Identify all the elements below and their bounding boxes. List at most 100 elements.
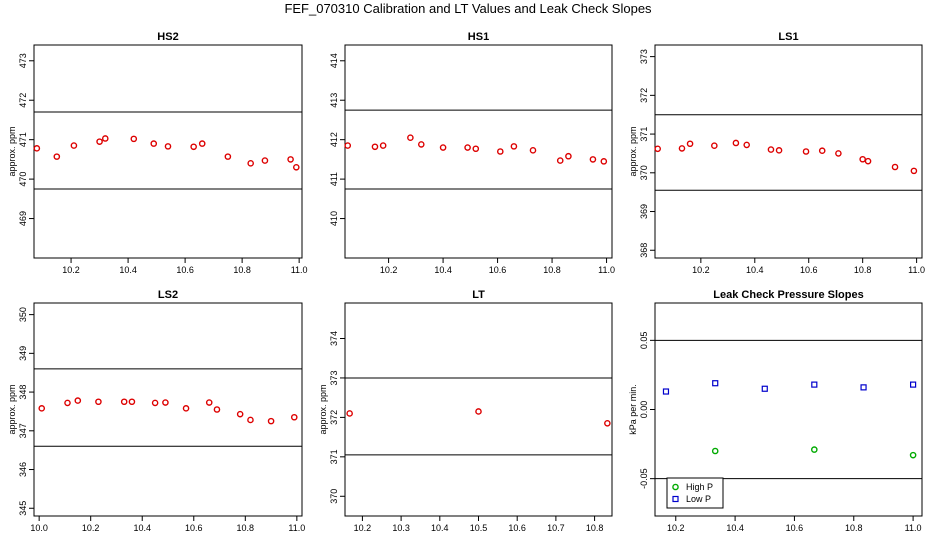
- data-point: [712, 380, 719, 387]
- y-axis-label: kPa per min.: [628, 384, 638, 435]
- data-point: [864, 157, 872, 165]
- x-tick-label: 10.4: [119, 265, 137, 275]
- data-point: [835, 150, 842, 157]
- data-point: [565, 152, 572, 160]
- y-tick-label: 372: [329, 410, 339, 425]
- plot-frame: [33, 302, 303, 517]
- data-point: [732, 139, 740, 147]
- legend: High P Low P: [666, 477, 724, 509]
- x-tick-label: 10.8: [233, 265, 251, 275]
- data-point: [33, 145, 41, 152]
- y-tick-label: 373: [639, 49, 649, 64]
- data-point: [600, 158, 608, 165]
- data-point: [802, 148, 810, 155]
- legend-marker: [672, 495, 679, 503]
- data-point: [767, 146, 775, 153]
- x-tick-label: 10.2: [692, 265, 710, 275]
- data-point: [224, 153, 232, 160]
- panel-title: LS2: [158, 289, 178, 301]
- x-tick-label: 10.4: [726, 523, 744, 533]
- data-point: [164, 143, 172, 150]
- data-point: [198, 140, 206, 147]
- data-point: [267, 417, 275, 425]
- x-tick-label: 10.7: [547, 523, 565, 533]
- x-tick-label: 11.0: [908, 265, 925, 275]
- x-tick-label: 10.2: [62, 265, 80, 275]
- y-tick-label: 350: [18, 307, 28, 322]
- data-point: [910, 167, 918, 175]
- x-tick-label: 10.8: [543, 265, 561, 275]
- data-point: [439, 144, 447, 151]
- x-tick-label: 10.8: [237, 523, 255, 533]
- y-tick-label: 472: [18, 93, 28, 108]
- data-point: [292, 163, 300, 171]
- legend-label: Low P: [686, 494, 711, 504]
- data-point: [120, 398, 128, 406]
- y-tick-label: 372: [639, 88, 649, 103]
- x-tick-label: 10.2: [354, 523, 372, 533]
- data-point: [761, 385, 768, 392]
- x-tick-label: 10.6: [800, 265, 818, 275]
- data-point: [678, 145, 686, 152]
- data-point: [589, 156, 597, 163]
- data-point: [247, 160, 254, 167]
- data-point: [74, 397, 82, 404]
- data-point: [162, 399, 169, 406]
- y-tick-label: 345: [18, 501, 28, 516]
- data-point: [743, 141, 750, 149]
- y-tick-label: 413: [329, 93, 339, 108]
- data-point: [686, 140, 694, 148]
- x-tick-label: 10.4: [746, 265, 764, 275]
- legend-box: [666, 477, 724, 509]
- y-axis-label: approx. ppm: [318, 384, 328, 434]
- data-point: [344, 142, 352, 149]
- data-point: [604, 420, 611, 427]
- y-tick-label: 0.05: [639, 332, 649, 350]
- chart-panel-ls2: LS2 10.0 10.2 10.4 10.6 10.8 11.0 345 346 347 348 3…: [7, 289, 305, 533]
- panel-title: LS1: [778, 31, 798, 43]
- data-point: [128, 398, 136, 406]
- x-tick-label: 10.8: [845, 523, 863, 533]
- x-tick-label: 10.6: [185, 523, 203, 533]
- x-tick-label: 10.4: [431, 523, 449, 533]
- series-0: [711, 446, 917, 459]
- x-tick-label: 10.6: [508, 523, 526, 533]
- data-point: [909, 381, 917, 388]
- x-tick-label: 10.5: [470, 523, 488, 533]
- data-point: [64, 399, 71, 407]
- panel-title: Leak Check Pressure Slopes: [713, 289, 863, 301]
- data-point: [662, 388, 670, 395]
- y-tick-label: 410: [329, 211, 339, 226]
- x-tick-label: 11.0: [598, 265, 615, 275]
- y-tick-label: 348: [18, 385, 28, 400]
- plot-frame: [654, 44, 923, 259]
- data-point: [811, 381, 818, 388]
- x-tick-label: 10.0: [30, 523, 48, 533]
- data-point: [859, 155, 866, 163]
- x-tick-label: 10.6: [489, 265, 507, 275]
- y-tick-label: 373: [329, 370, 339, 385]
- data-point: [475, 408, 482, 415]
- y-axis-label: approx. ppm: [628, 126, 638, 176]
- y-tick-label: 412: [329, 132, 339, 147]
- data-point: [775, 147, 783, 154]
- chart-panel-hs2: HS2 10.2 10.4 10.6 10.8 11.0 469 470 471 472 473 ap…: [7, 31, 308, 275]
- series-0: [346, 408, 611, 427]
- y-tick-label: 473: [18, 53, 28, 68]
- y-tick-label: 411: [329, 172, 339, 186]
- data-point: [496, 148, 504, 155]
- x-tick-label: 10.2: [380, 265, 398, 275]
- data-point: [417, 141, 425, 148]
- plot-frame: [344, 44, 613, 259]
- legend-marker: [672, 483, 679, 491]
- data-point: [654, 145, 661, 153]
- x-tick-label: 10.6: [176, 265, 194, 275]
- data-point: [287, 156, 294, 163]
- data-point: [130, 135, 138, 143]
- data-point: [205, 399, 213, 406]
- y-tick-label: 414: [329, 53, 339, 68]
- x-tick-label: 11.0: [905, 523, 922, 533]
- y-tick-label: -0.05: [639, 468, 649, 489]
- data-point: [891, 163, 899, 171]
- data-point: [70, 142, 78, 149]
